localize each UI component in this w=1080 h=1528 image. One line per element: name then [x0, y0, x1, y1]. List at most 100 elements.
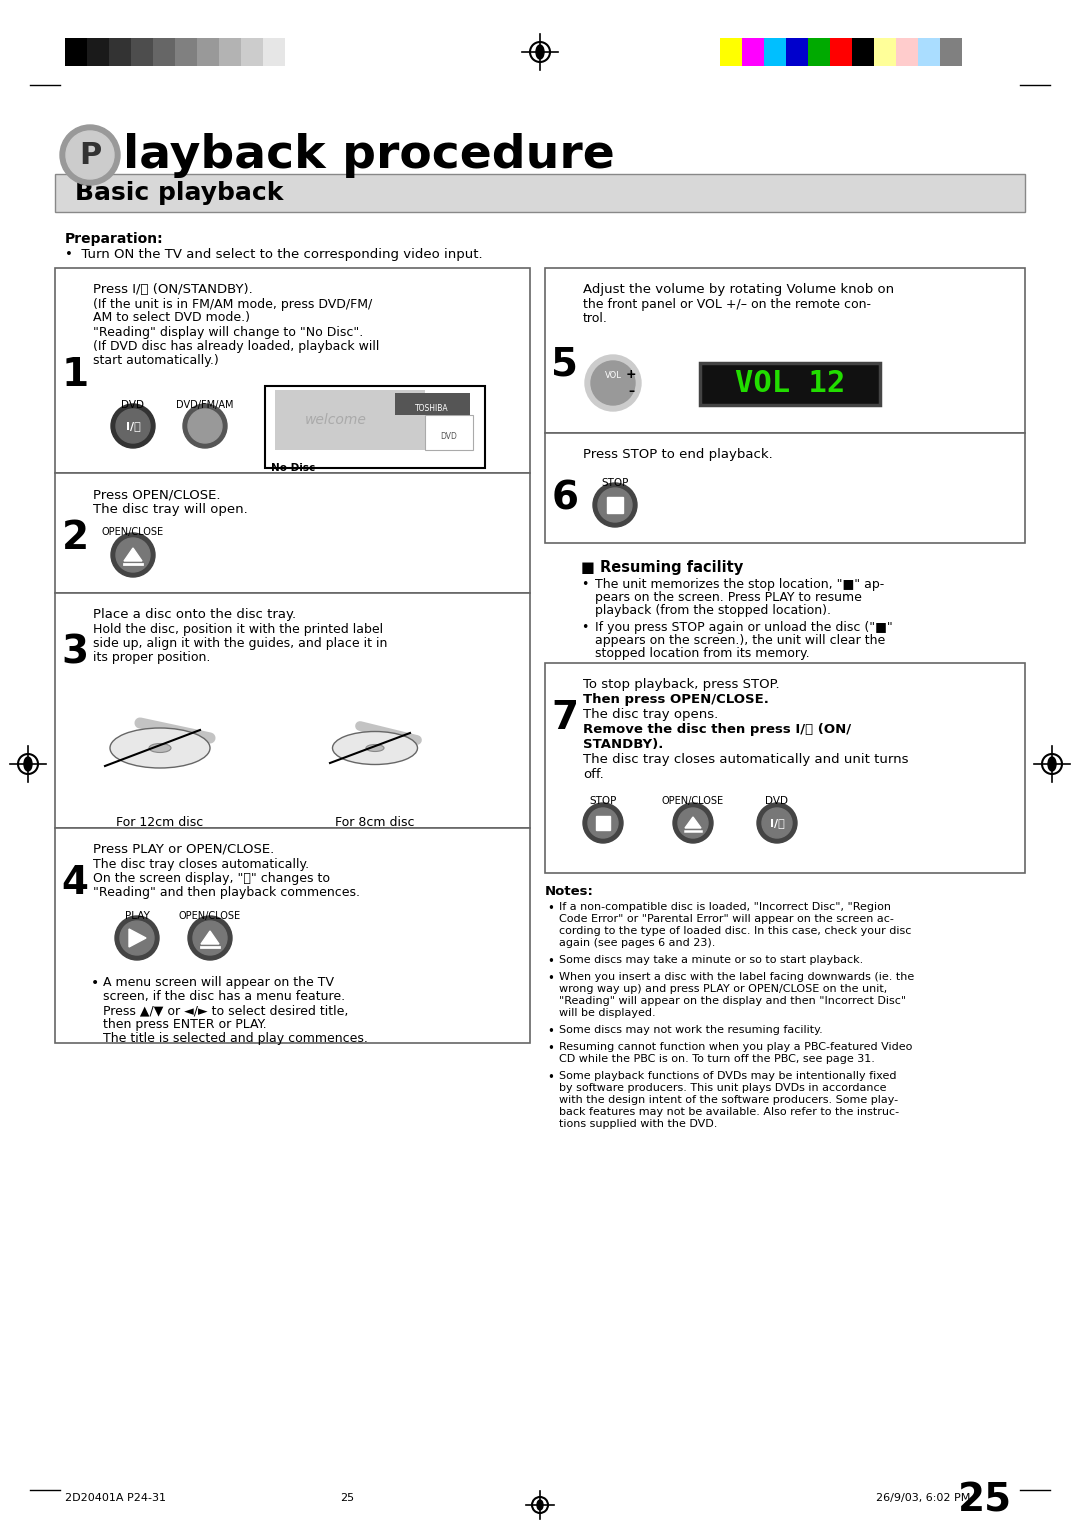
Bar	[219, 38, 241, 66]
Bar	[264, 38, 285, 66]
Bar	[395, 393, 470, 416]
Bar	[742, 38, 764, 66]
Text: stopped location from its memory.: stopped location from its memory.	[595, 646, 810, 660]
Circle shape	[583, 804, 623, 843]
Text: then press ENTER or PLAY.: then press ENTER or PLAY.	[103, 1018, 267, 1031]
Text: If a non-compatible disc is loaded, "Incorrect Disc", "Region: If a non-compatible disc is loaded, "Inc…	[559, 902, 891, 912]
Bar	[808, 38, 831, 66]
Circle shape	[598, 487, 632, 523]
Circle shape	[60, 125, 120, 185]
Circle shape	[111, 533, 156, 578]
Bar	[275, 390, 426, 451]
Text: trol.: trol.	[583, 312, 608, 325]
Text: PLAY: PLAY	[124, 911, 149, 921]
Bar	[874, 38, 896, 66]
Bar	[852, 38, 874, 66]
Polygon shape	[685, 817, 701, 828]
Text: DVD/FM/AM: DVD/FM/AM	[176, 400, 233, 410]
Text: Remove the disc then press I/⏻ (ON/: Remove the disc then press I/⏻ (ON/	[583, 723, 851, 736]
Text: side up, align it with the guides, and place it in: side up, align it with the guides, and p…	[93, 637, 388, 649]
Text: Basic playback: Basic playback	[75, 180, 283, 205]
Text: The disc tray opens.: The disc tray opens.	[583, 707, 718, 721]
Bar	[55, 474, 530, 593]
Bar	[55, 593, 530, 828]
Text: The disc tray closes automatically and unit turns: The disc tray closes automatically and u…	[583, 753, 908, 766]
Bar	[87, 38, 109, 66]
Bar	[545, 663, 1025, 872]
Bar	[700, 364, 880, 405]
Text: CD while the PBC is on. To turn off the PBC, see page 31.: CD while the PBC is on. To turn off the …	[559, 1054, 875, 1063]
Bar	[764, 38, 786, 66]
Text: –: –	[627, 385, 634, 397]
Text: again (see pages 6 and 23).: again (see pages 6 and 23).	[559, 938, 715, 947]
Text: wrong way up) and press PLAY or OPEN/CLOSE on the unit,: wrong way up) and press PLAY or OPEN/CLO…	[559, 984, 888, 995]
Text: DVD: DVD	[766, 796, 788, 805]
Text: STOP: STOP	[590, 796, 617, 805]
Text: Code Error" or "Parental Error" will appear on the screen ac-: Code Error" or "Parental Error" will app…	[559, 914, 894, 924]
Text: 26/9/03, 6:02 PM: 26/9/03, 6:02 PM	[876, 1493, 970, 1504]
Text: •: •	[546, 1071, 554, 1083]
Polygon shape	[201, 931, 219, 944]
Text: Hold the disc, position it with the printed label: Hold the disc, position it with the prin…	[93, 623, 383, 636]
Text: with the design intent of the software producers. Some play-: with the design intent of the software p…	[559, 1096, 899, 1105]
Text: Then press OPEN/CLOSE.: Then press OPEN/CLOSE.	[583, 694, 769, 706]
Text: the front panel or VOL +/– on the remote con-: the front panel or VOL +/– on the remote…	[583, 298, 870, 312]
Text: 2: 2	[62, 520, 89, 558]
Text: playback (from the stopped location).: playback (from the stopped location).	[595, 604, 831, 617]
Circle shape	[116, 538, 150, 571]
Text: The title is selected and play commences.: The title is selected and play commences…	[103, 1031, 368, 1045]
Text: •: •	[581, 620, 589, 634]
Text: by software producers. This unit plays DVDs in accordance: by software producers. This unit plays D…	[559, 1083, 887, 1093]
Text: •: •	[581, 578, 589, 591]
Text: appears on the screen.), the unit will clear the: appears on the screen.), the unit will c…	[595, 634, 886, 646]
Text: STANDBY).: STANDBY).	[583, 738, 663, 750]
Bar	[55, 174, 1025, 212]
Text: layback procedure: layback procedure	[123, 133, 615, 177]
Text: 5: 5	[552, 345, 579, 384]
Bar	[55, 828, 530, 1044]
Text: +: +	[625, 368, 636, 382]
Ellipse shape	[537, 1500, 543, 1510]
Text: On the screen display, "⏶" changes to: On the screen display, "⏶" changes to	[93, 872, 330, 885]
Text: tions supplied with the DVD.: tions supplied with the DVD.	[559, 1118, 717, 1129]
Circle shape	[193, 921, 227, 955]
Text: OPEN/CLOSE: OPEN/CLOSE	[179, 911, 241, 921]
Text: •  Turn ON the TV and select to the corresponding video input.: • Turn ON the TV and select to the corre…	[65, 248, 483, 261]
Text: The disc tray closes automatically.: The disc tray closes automatically.	[93, 859, 309, 871]
Text: If you press STOP again or unload the disc ("■": If you press STOP again or unload the di…	[595, 620, 893, 634]
Bar	[786, 38, 808, 66]
Polygon shape	[124, 549, 141, 561]
Circle shape	[678, 808, 708, 837]
Text: When you insert a disc with the label facing downwards (ie. the: When you insert a disc with the label fa…	[559, 972, 915, 983]
Text: For 12cm disc: For 12cm disc	[117, 816, 204, 830]
Ellipse shape	[536, 44, 544, 60]
Text: back features may not be available. Also refer to the instruc-: back features may not be available. Also…	[559, 1106, 900, 1117]
Circle shape	[183, 403, 227, 448]
Ellipse shape	[149, 744, 171, 752]
Text: Resuming cannot function when you play a PBC-featured Video: Resuming cannot function when you play a…	[559, 1042, 913, 1051]
Text: Some playback functions of DVDs may be intentionally fixed: Some playback functions of DVDs may be i…	[559, 1071, 896, 1080]
Text: VOL: VOL	[605, 370, 621, 379]
Text: For 8cm disc: For 8cm disc	[335, 816, 415, 830]
Text: •: •	[91, 976, 99, 990]
Text: 25: 25	[340, 1493, 354, 1504]
Text: Some discs may not work the resuming facility.: Some discs may not work the resuming fac…	[559, 1025, 823, 1034]
Text: AM to select DVD mode.): AM to select DVD mode.)	[93, 312, 249, 324]
Text: ■ Resuming facility: ■ Resuming facility	[581, 559, 743, 575]
Circle shape	[66, 131, 114, 179]
Text: Place a disc onto the disc tray.: Place a disc onto the disc tray.	[93, 608, 296, 620]
Bar	[153, 38, 175, 66]
Text: Adjust the volume by rotating Volume knob on: Adjust the volume by rotating Volume kno…	[583, 283, 894, 296]
Text: will be displayed.: will be displayed.	[559, 1008, 656, 1018]
Bar	[940, 38, 962, 66]
Circle shape	[588, 808, 618, 837]
Bar	[918, 38, 940, 66]
Bar	[545, 432, 1025, 542]
Circle shape	[188, 410, 222, 443]
Polygon shape	[129, 929, 146, 947]
Text: No Disc: No Disc	[271, 463, 315, 474]
Text: Press ▲/▼ or ◄/► to select desired title,: Press ▲/▼ or ◄/► to select desired title…	[103, 1004, 349, 1018]
Text: pears on the screen. Press PLAY to resume: pears on the screen. Press PLAY to resum…	[595, 591, 862, 604]
Text: •: •	[546, 902, 554, 915]
Bar	[596, 816, 610, 830]
